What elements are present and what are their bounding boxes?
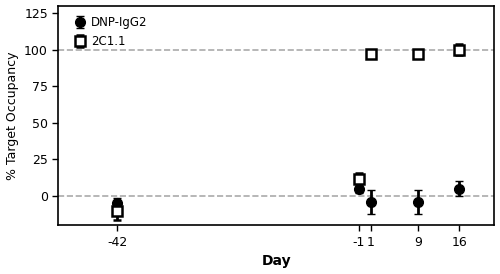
Y-axis label: % Target Occupancy: % Target Occupancy: [6, 51, 18, 180]
Legend: DNP-IgG2, 2C1.1: DNP-IgG2, 2C1.1: [73, 14, 150, 50]
X-axis label: Day: Day: [262, 255, 291, 269]
